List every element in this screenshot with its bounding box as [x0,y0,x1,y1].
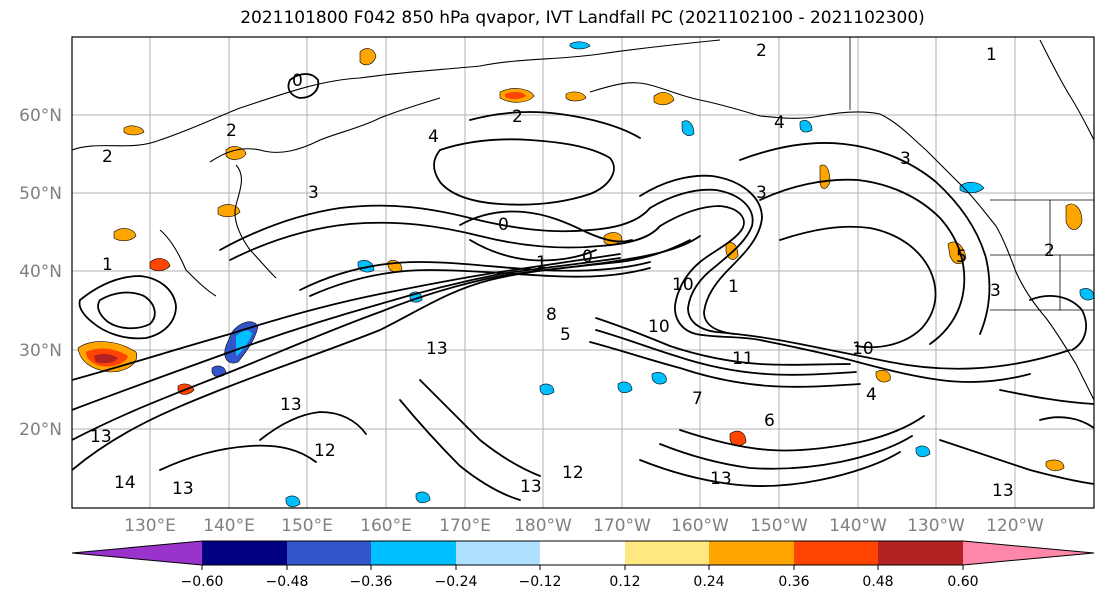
map-frame-bg [72,37,1094,508]
contour-label: 6 [764,411,775,431]
colorbar-tick-label: −0.12 [519,574,562,590]
contour-label: 2 [756,41,767,61]
contour-label: 1 [986,45,997,65]
colorbar-segment [540,541,625,565]
colorbar-tick-label: −0.36 [350,574,393,590]
contour-label: 8 [546,305,557,325]
contour-label: 10 [648,317,670,337]
contour-label: 12 [562,463,584,483]
contour-label: 3 [990,281,1001,301]
map-frame [71,36,1095,509]
contour-label: 4 [866,385,877,405]
contour-label: 5 [560,325,571,345]
contour-label: 13 [426,339,448,359]
colorbar-tick-label: −0.60 [181,574,224,590]
colorbar-segment [202,541,287,565]
contour-label-group: 1 2 0 2 2 3 0 0 1 1 8 5 13 13 12 13 14 1… [90,41,1055,501]
colorbar: −0.60 −0.48 −0.36 −0.24 −0.12 0.12 0.24 … [71,540,1095,590]
contour-label: 1 [536,253,547,273]
colorbar-segment [456,541,540,565]
contour-label: 2 [226,121,237,141]
contour-label: 2 [1044,241,1055,261]
lat-label: 40°N [19,262,62,282]
colorbar-tick-label: 0.48 [862,574,893,590]
contour-label: 5 [956,247,967,267]
contour-label: 4 [774,113,785,133]
colorbar-segment [625,541,709,565]
lat-label: 50°N [19,184,62,204]
ivt-contours [72,73,1094,501]
colorbar-tick-label: 0.60 [947,574,978,590]
contour-label: 13 [172,479,194,499]
contour-label: 10 [852,339,874,359]
lon-label: 130°W [907,516,965,536]
colorbar-tick-label: 0.12 [609,574,640,590]
colorbar-ticks [201,565,964,570]
colorbar-tick-label: 0.36 [778,574,809,590]
lon-label: 130°E [124,516,176,536]
contour-label: 7 [692,389,703,409]
lon-label: 170°E [439,516,491,536]
contour-label: 13 [710,469,732,489]
colorbar-segment [878,541,963,565]
contour-label: 0 [292,71,303,91]
contour-label: 1 [102,255,113,275]
borders [849,37,1094,311]
contour-label: 13 [992,481,1014,501]
contour-label: 13 [520,477,542,497]
lat-label: 60°N [19,106,62,126]
lon-label: 180°W [514,516,572,536]
lon-label: 160°W [671,516,729,536]
contour-label: 3 [756,183,767,203]
contour-label: 0 [498,215,509,235]
contour-label: 0 [582,247,593,267]
qvapor-shading [77,41,1094,508]
lon-label: 150°W [750,516,808,536]
lon-label: 160°E [360,516,412,536]
colorbar-segment [709,541,794,565]
lon-label: 150°E [281,516,333,536]
colorbar-tick-label: −0.48 [266,574,309,590]
contour-label: 13 [90,427,112,447]
map-title: 2021101800 F042 850 hPa qvapor, IVT Land… [240,8,925,28]
contour-label: 3 [308,183,319,203]
contour-label: 2 [102,147,113,167]
colorbar-segment [72,541,202,565]
coastlines [72,39,1094,401]
colorbar-tick-label: −0.24 [435,574,478,590]
colorbar-segment [794,541,878,565]
contour-label: 10 [672,275,694,295]
lon-label: 140°E [203,516,255,536]
colorbar-tick-label: 0.24 [693,574,724,590]
contour-label: 13 [280,395,302,415]
lon-label: 140°W [829,516,887,536]
lon-label: 170°W [593,516,651,536]
lon-label: 120°W [986,516,1044,536]
contour-label: 12 [314,441,336,461]
colorbar-segment [371,541,456,565]
contour-label: 2 [512,107,523,127]
contour-label: 3 [900,149,911,169]
colorbar-segment [963,541,1094,565]
lat-label: 20°N [19,420,62,440]
contour-label: 1 [728,277,739,297]
latitude-labels: 60°N 50°N 40°N 30°N 20°N [19,106,62,440]
contour-label: 14 [114,473,136,493]
contour-label: 4 [428,127,439,147]
longitude-labels: 130°E 140°E 150°E 160°E 170°E 180°W 170°… [124,516,1044,536]
lat-label: 30°N [19,341,62,361]
colorbar-segment [287,541,371,565]
contour-label: 11 [732,349,754,369]
